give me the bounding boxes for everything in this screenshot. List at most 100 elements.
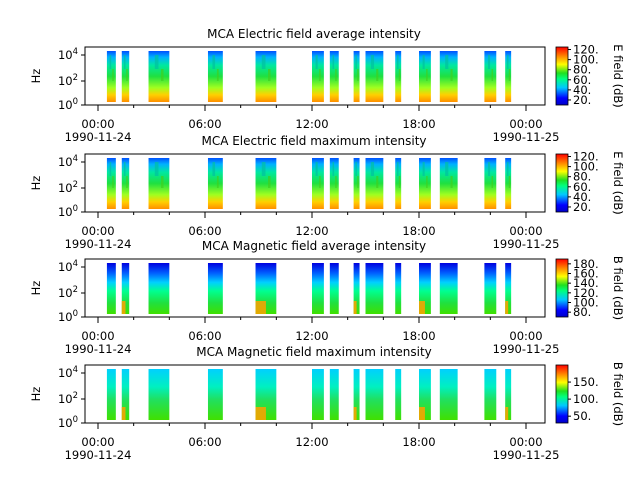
x-tick-label: 18:00: [402, 329, 435, 343]
spectrogram-patch: [109, 55, 112, 69]
spectrogram-patch: [255, 301, 266, 314]
spectrogram-block: [484, 158, 497, 209]
spectrogram-patch: [376, 69, 379, 81]
colorbar: [555, 153, 569, 213]
colorbar-tick-label: 100.: [573, 392, 599, 406]
colorbar-tick-label: 50.: [573, 409, 591, 423]
x-tick-label: 00:00: [81, 224, 114, 238]
spectrogram-block: [148, 158, 170, 209]
spectrogram-block: [353, 158, 360, 209]
x-tick-label: 00:00: [509, 117, 542, 131]
panel-title: MCA Magnetic field maximum intensity: [196, 345, 432, 359]
spectrogram-block: [255, 51, 277, 102]
spectrogram-patch: [506, 55, 509, 69]
x-tick-label: 06:00: [188, 117, 221, 131]
x-date-start: 1990-11-24: [65, 448, 132, 462]
spectrogram-patch: [508, 69, 511, 81]
x-tick-label: 06:00: [188, 329, 221, 343]
y-tick-label: 100: [58, 204, 78, 219]
x-date-end: 1990-11-25: [493, 130, 560, 144]
y-axis-label: Hz: [29, 281, 43, 296]
y-tick-label: 104: [58, 154, 78, 169]
spectrogram-patch: [357, 176, 359, 188]
spectrogram-block: [505, 158, 512, 209]
spectrogram-block: [484, 369, 497, 420]
x-tick-label: 12:00: [295, 435, 328, 449]
spectrogram-patch: [332, 55, 335, 69]
spectrogram-patch: [216, 69, 219, 81]
axes-frame: [84, 364, 546, 424]
spectrogram-block: [484, 51, 497, 102]
spectrogram-patch: [126, 69, 128, 81]
y-tick-label: 104: [58, 259, 78, 274]
x-tick-label: 00:00: [81, 435, 114, 449]
panel-title: MCA Electric field average intensity: [207, 27, 421, 41]
x-tick-label: 12:00: [295, 329, 328, 343]
spectrogram-patch: [426, 176, 428, 188]
spectrogram-patch: [112, 176, 114, 188]
y-axis-label: Hz: [29, 387, 43, 402]
colorbar-tick-label: 60.: [573, 73, 591, 87]
spectrogram-block: [484, 263, 497, 314]
spectrogram-block: [148, 263, 170, 314]
x-date-start: 1990-11-24: [65, 237, 132, 251]
spectrogram-patch: [121, 407, 126, 420]
spectrogram-block: [329, 51, 339, 102]
spectrogram-patch: [332, 162, 335, 176]
spectrogram-patch: [491, 69, 494, 81]
spectrogram-patch: [445, 55, 449, 69]
spectrogram-patch: [487, 55, 491, 69]
spectrogram-patch: [355, 55, 357, 69]
spectrogram-block: [121, 369, 130, 420]
spectrogram-block: [439, 369, 458, 420]
spectrogram-patch: [487, 162, 491, 176]
x-tick-label: 00:00: [81, 329, 114, 343]
spectrogram-block: [329, 158, 339, 209]
spectrogram-patch: [506, 162, 509, 176]
colorbar-label: B field (dB): [611, 362, 625, 426]
spectrogram-patch: [505, 407, 509, 420]
axes-frame: [84, 153, 546, 213]
spectrogram-patch: [505, 301, 509, 314]
panel-4: MCA Magnetic field maximum intensity 100 1…: [29, 345, 625, 462]
spectrogram-patch: [261, 55, 266, 69]
colorbar-tick-label: 100.: [573, 160, 599, 174]
y-tick-label: 102: [58, 180, 78, 195]
spectrogram-block: [106, 369, 116, 420]
y-tick-label: 104: [58, 365, 78, 380]
x-date-end: 1990-11-25: [493, 237, 560, 251]
spectrogram-patch: [445, 162, 449, 176]
spectrogram-patch: [397, 55, 399, 69]
x-tick-label: 06:00: [188, 435, 221, 449]
y-axis-label: Hz: [29, 69, 43, 84]
y-tick-label: 102: [58, 285, 78, 300]
spectrogram-patch: [154, 162, 159, 176]
spectrogram-block: [419, 158, 431, 209]
spectrogram-block: [395, 263, 402, 314]
spectrogram-patch: [335, 176, 337, 188]
spectrogram-patch: [370, 162, 375, 176]
spectrogram-block: [121, 158, 130, 209]
y-tick-label: 102: [58, 73, 78, 88]
colorbar-tick-label: 80.: [573, 170, 591, 184]
spectrogram-block: [329, 369, 339, 420]
spectrogram-block: [106, 263, 116, 314]
spectrogram-block: [395, 51, 402, 102]
panel-1: MCA Electric field average intensity 100 1…: [29, 27, 625, 144]
spectrogram-patch: [508, 176, 511, 188]
panel-2: MCA Electric field maximum intensity 100 1…: [29, 134, 625, 251]
spectrogram-block: [365, 369, 384, 420]
colorbar: [555, 258, 569, 318]
spectrogram-patch: [315, 55, 318, 69]
x-tick-label: 18:00: [402, 117, 435, 131]
spectrogram-patch: [491, 176, 494, 188]
spectrogram-patch: [161, 69, 164, 81]
spectrogram-patch: [124, 162, 126, 176]
colorbar-tick-label: 140.: [573, 276, 599, 290]
spectrogram-patch: [212, 55, 216, 69]
spectrogram-block: [439, 158, 458, 209]
spectrogram-patch: [353, 407, 357, 420]
spectrogram-block: [312, 263, 324, 314]
spectrogram-patch: [261, 162, 266, 176]
